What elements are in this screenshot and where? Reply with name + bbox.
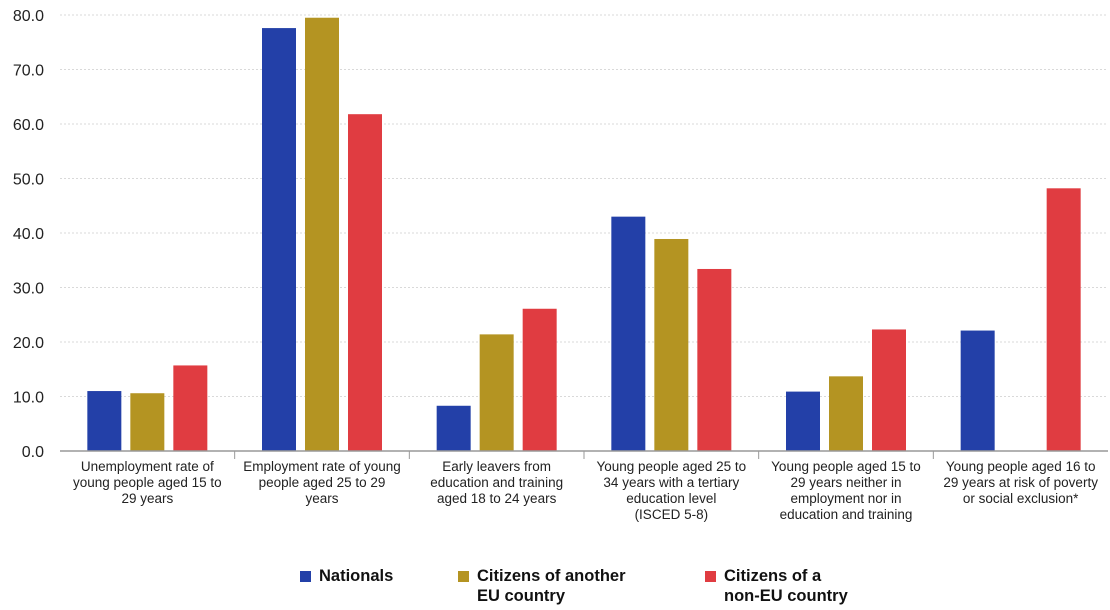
bars bbox=[87, 17, 1081, 452]
x-tick-label: Early leavers from education and training… bbox=[430, 459, 563, 506]
bar-non-eu-citizens bbox=[697, 268, 732, 451]
y-tick-label: 40.0 bbox=[13, 226, 44, 243]
legend: Nationals Citizens of another EU country… bbox=[300, 566, 920, 610]
legend-item-non-eu-citizens: Citizens of a non-EU country bbox=[705, 566, 848, 606]
bar-eu-citizens bbox=[305, 17, 339, 451]
bar-non-eu-citizens bbox=[872, 329, 906, 451]
gridlines bbox=[60, 14, 1108, 397]
x-tick-label: Young people aged 15 to 29 years neither … bbox=[771, 459, 921, 522]
bar-chart: 0.0 10.0 20.0 30.0 40.0 50.0 60.0 70.0 80.0 Unem… bbox=[13, 8, 1108, 522]
y-tick-label: 10.0 bbox=[13, 390, 44, 407]
legend-label-non-eu-citizens: Citizens of a non-EU country bbox=[724, 567, 848, 605]
legend-item-eu-citizens: Citizens of another EU country bbox=[458, 566, 626, 606]
y-axis: 0.0 10.0 20.0 30.0 40.0 50.0 60.0 70.0 80.0 bbox=[13, 8, 44, 461]
bar-nationals bbox=[960, 330, 995, 451]
legend-label-eu-citizens: Citizens of another EU country bbox=[477, 567, 626, 605]
x-tick-label: Young people aged 25 to 34 years with a t… bbox=[597, 459, 747, 522]
bar-non-eu-citizens bbox=[1046, 188, 1081, 451]
x-tick-label: Unemployment rate of young people aged 15… bbox=[73, 459, 222, 506]
bar-eu-citizens bbox=[479, 334, 514, 451]
x-tick-label: Young people aged 16 to 29 years at risk … bbox=[943, 459, 1098, 506]
bar-nationals bbox=[611, 216, 646, 451]
y-tick-label: 60.0 bbox=[13, 117, 44, 134]
x-tick-label: Employment rate of young people aged 25 t… bbox=[243, 459, 401, 506]
legend-swatch-non-eu-citizens bbox=[705, 571, 716, 582]
bar-eu-citizens bbox=[829, 376, 863, 451]
x-axis: Unemployment rate of young people aged 15… bbox=[60, 450, 1108, 522]
legend-swatch-nationals bbox=[300, 571, 311, 582]
y-tick-label: 70.0 bbox=[13, 63, 44, 80]
y-tick-label: 80.0 bbox=[13, 8, 44, 25]
bar-nationals bbox=[262, 28, 296, 452]
bar-eu-citizens bbox=[130, 393, 165, 451]
bar-non-eu-citizens bbox=[173, 365, 208, 451]
legend-swatch-eu-citizens bbox=[458, 571, 469, 582]
y-tick-label: 30.0 bbox=[13, 281, 44, 298]
bar-nationals bbox=[436, 405, 471, 451]
legend-label-nationals: Nationals bbox=[319, 567, 394, 585]
bar-nationals bbox=[87, 391, 122, 451]
y-tick-label: 20.0 bbox=[13, 335, 44, 352]
bar-non-eu-citizens bbox=[522, 308, 557, 451]
legend-item-nationals: Nationals bbox=[300, 566, 393, 586]
bar-eu-citizens bbox=[654, 238, 689, 451]
y-tick-label: 0.0 bbox=[22, 444, 44, 461]
bar-non-eu-citizens bbox=[348, 114, 382, 451]
y-tick-label: 50.0 bbox=[13, 172, 44, 189]
bar-nationals bbox=[786, 391, 820, 451]
